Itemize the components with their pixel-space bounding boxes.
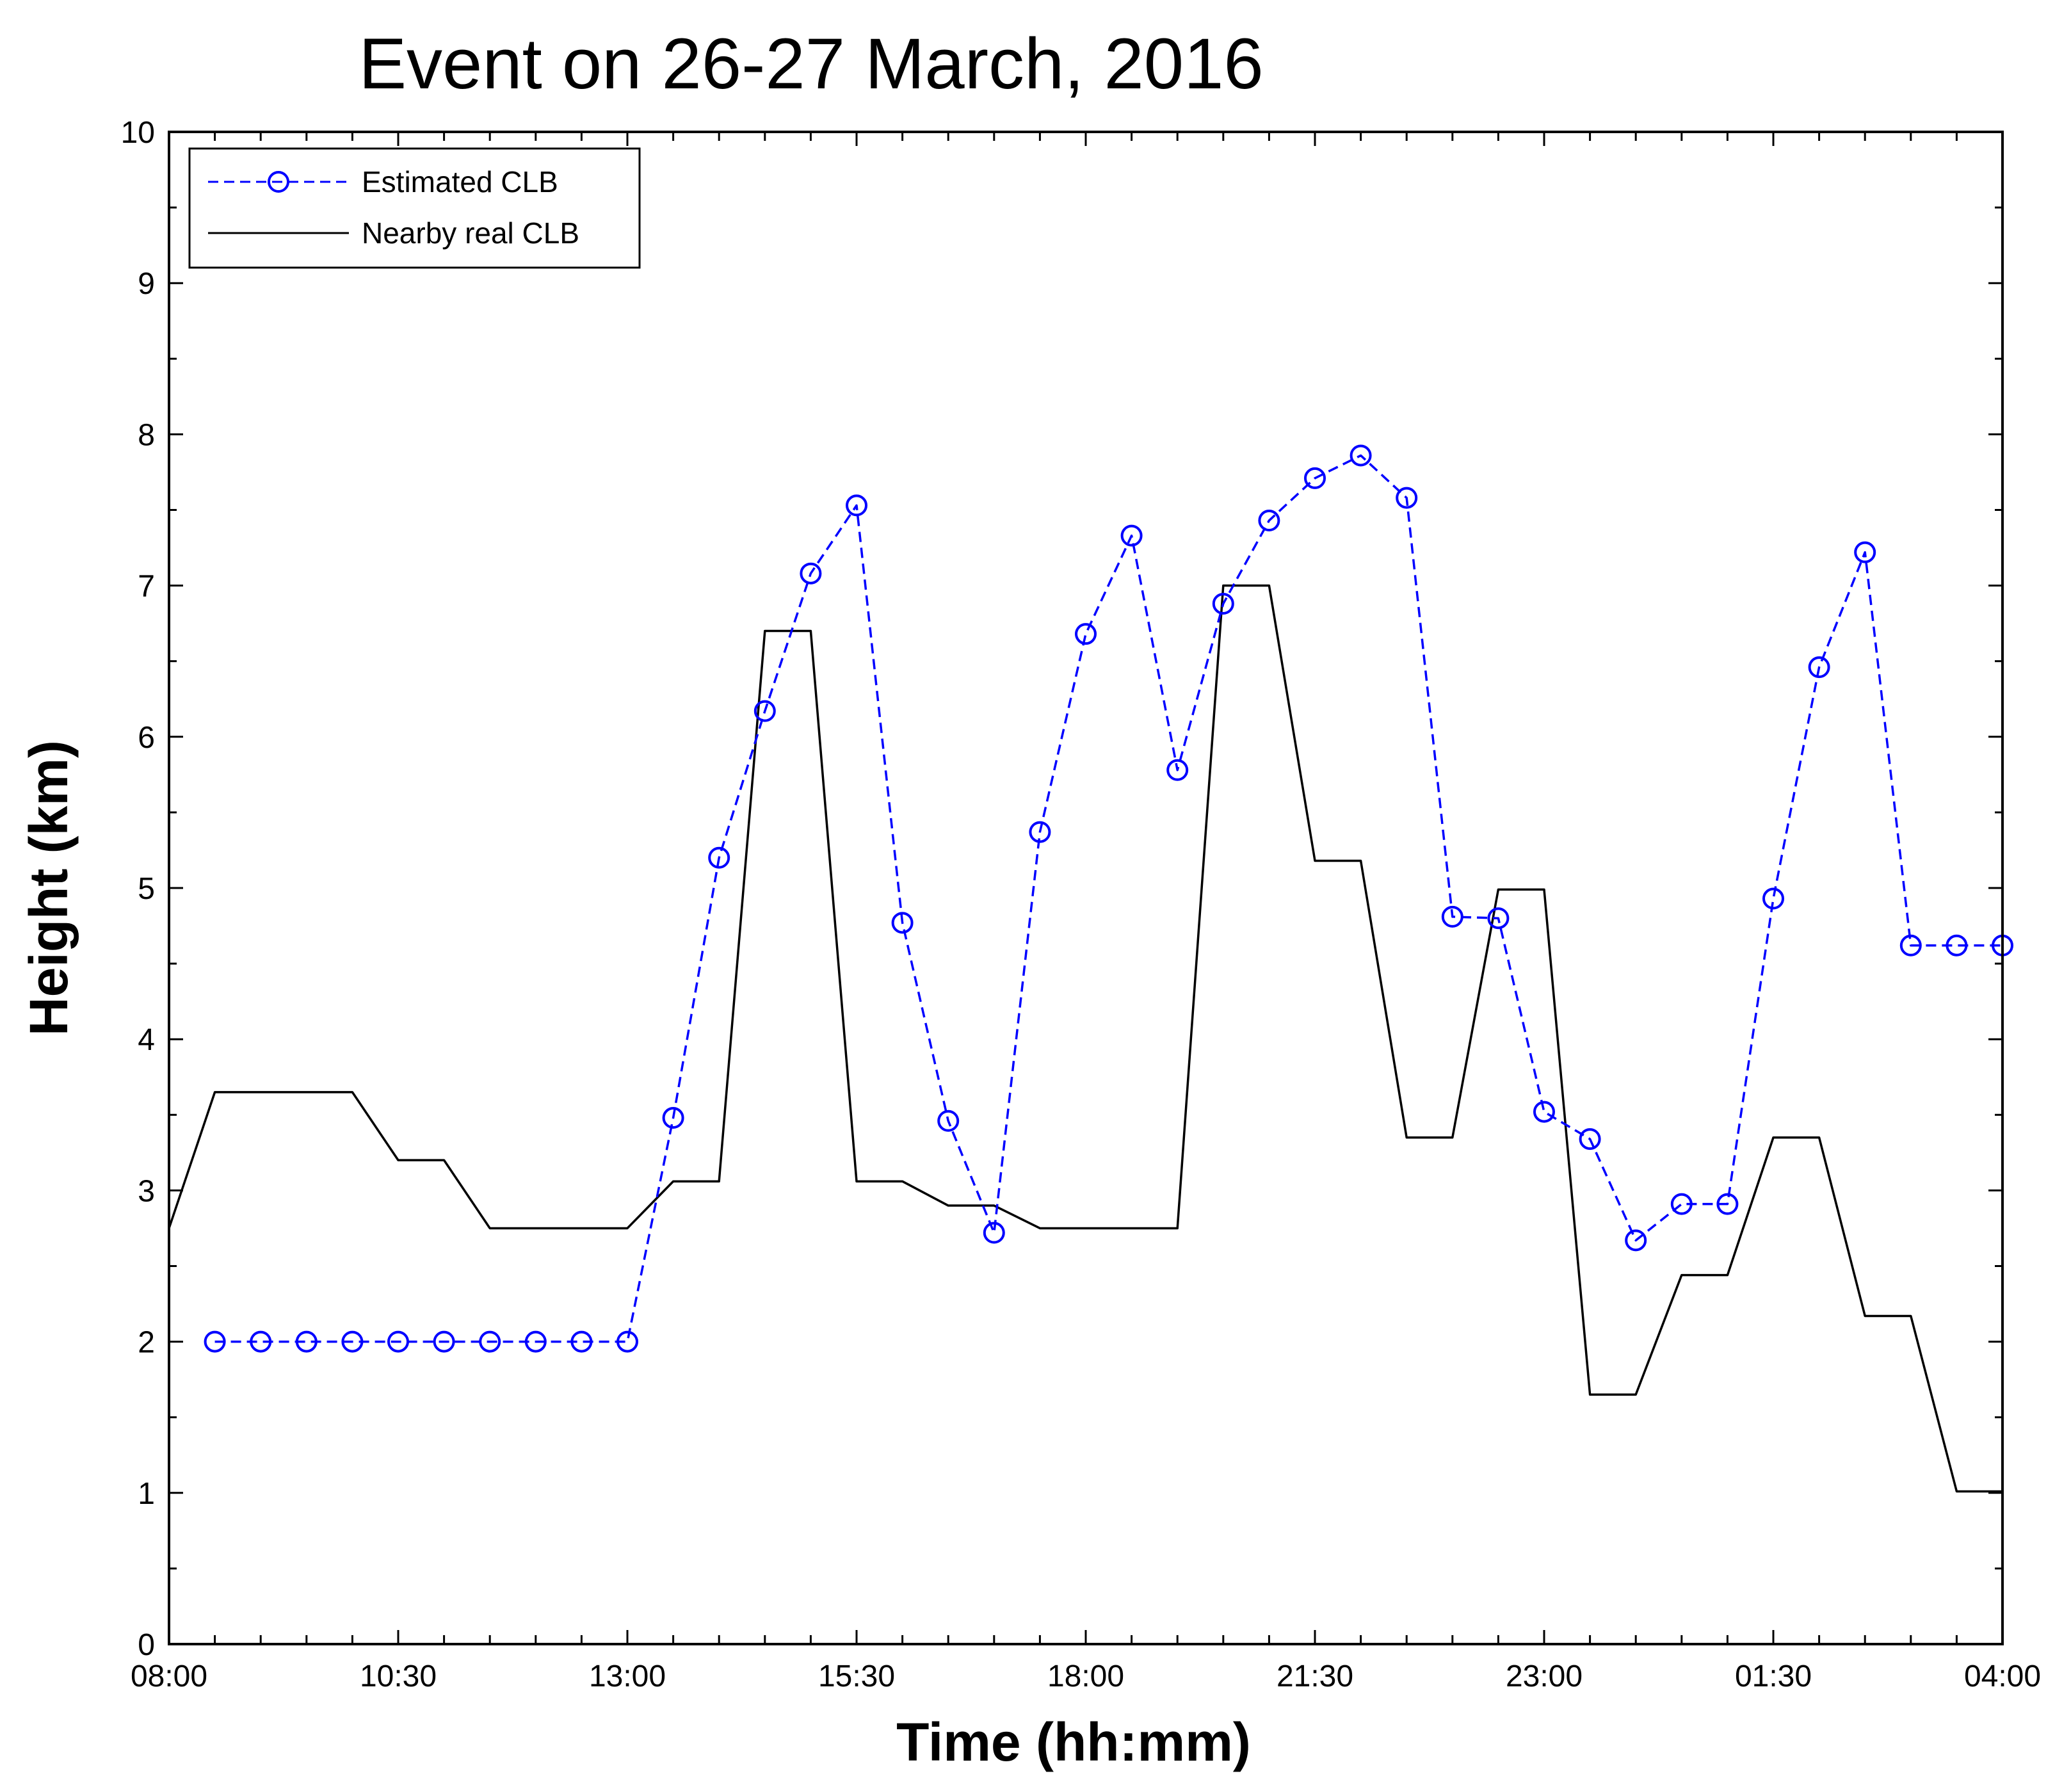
estimated-clb-point [1625,1229,1647,1252]
legend-box [188,147,641,269]
estimated-clb-point [1441,905,1463,928]
estimated-clb-point [341,1330,364,1353]
estimated-clb-point [616,1330,638,1353]
estimated-clb-point [433,1330,455,1353]
estimated-clb-point [1304,467,1326,489]
y-tick-label: 8 [138,418,155,452]
estimated-clb-point [1716,1193,1739,1215]
estimated-clb-point [1808,656,1830,679]
estimated-clb-point [1120,524,1143,547]
estimated-clb-point [937,1110,960,1132]
estimated-clb-point [662,1107,684,1129]
estimated-clb-point [570,1330,593,1353]
legend-estimated-label: Estimated CLB [362,165,558,198]
legend: Estimated CLB Nearby real CLB [188,147,641,269]
y-axis: 0 1 2 3 4 5 6 7 8 9 10 [121,116,2003,1662]
legend-estimated-marker [268,171,289,193]
y-tick-label: 10 [121,116,155,150]
estimated-clb-point [479,1330,501,1353]
x-tick-label: 01:30 [1735,1659,1812,1693]
chart-title: Event on 26-27 March, 2016 [359,24,1263,104]
estimated-clb-point [1533,1101,1555,1123]
estimated-clb-point [1670,1193,1693,1215]
y-tick-label: 5 [138,872,155,906]
x-tick-label: 04:00 [1964,1659,2041,1693]
estimated-clb-point [1258,510,1280,532]
estimated-clb-point [1396,487,1418,509]
estimated-clb-point [250,1330,272,1353]
plot-area [168,444,2013,1493]
estimated-clb-point [708,846,730,869]
y-tick-label: 2 [138,1326,155,1360]
estimated-clb-point [983,1222,1005,1244]
estimated-clb-point [1854,541,1876,563]
y-tick-label: 3 [138,1174,155,1208]
estimated-clb-point [295,1330,318,1353]
estimated-clb-point [891,912,914,934]
estimated-clb-point [524,1330,547,1353]
estimated-clb-point [800,562,822,585]
x-tick-label: 18:00 [1047,1659,1124,1693]
x-tick-label: 13:00 [589,1659,666,1693]
legend-real-label: Nearby real CLB [362,216,579,250]
estimated-clb-point [846,494,867,517]
y-tick-label: 7 [138,570,155,604]
x-tick-label: 21:30 [1277,1659,1353,1693]
estimated-clb-point [1899,934,1922,957]
estimated-clb-point [1487,907,1510,930]
y-tick-label: 1 [138,1477,155,1511]
estimated-clb-point [1579,1128,1601,1150]
estimated-clb-point [1212,592,1234,615]
x-axis: 08:00 10:30 13:00 15:30 18:00 21:30 23:00 01:30… [131,132,2041,1693]
estimated-clb-point [1029,821,1051,843]
y-tick-label: 0 [138,1628,155,1662]
estimated-clb-point [204,1330,226,1353]
estimated-clb-point [1762,887,1784,910]
y-tick-label: 6 [138,721,155,755]
estimated-clb-line [214,454,2003,1343]
x-tick-label: 23:00 [1506,1659,1583,1693]
estimated-clb-point [1075,623,1097,645]
real-clb-line [168,584,2003,1493]
y-axis-title: Height (km) [19,740,79,1036]
x-tick-label: 15:30 [818,1659,895,1693]
x-axis-title: Time (hh:mm) [896,1712,1251,1772]
y-tick-label: 9 [138,267,155,301]
estimated-clb-point [1946,934,1968,957]
estimated-clb-point [753,700,776,722]
y-tick-label: 4 [138,1023,155,1057]
estimated-clb-point [1350,444,1372,467]
x-tick-label: 08:00 [131,1659,207,1693]
estimated-clb-point [387,1330,409,1353]
plot-frame [168,131,2004,1645]
estimated-clb-point [1166,759,1189,781]
x-tick-label: 10:30 [360,1659,437,1693]
